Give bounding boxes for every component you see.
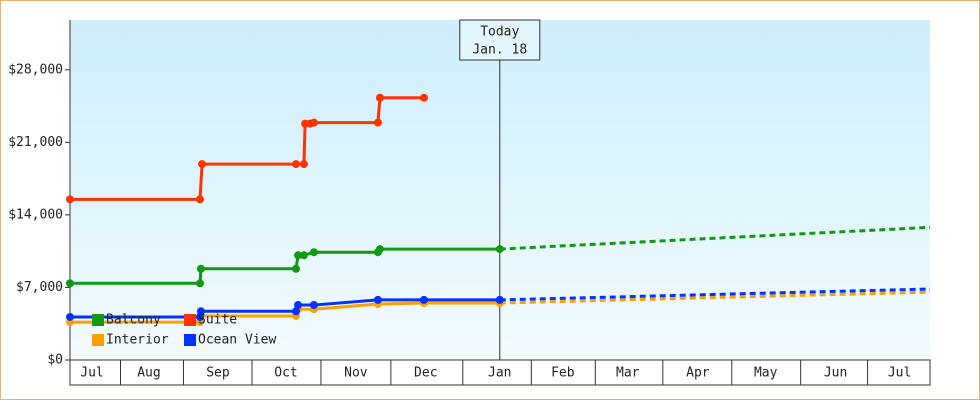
x-tick-label: Sep (206, 366, 230, 381)
legend-label: Suite (198, 313, 237, 328)
point (309, 248, 318, 257)
point (292, 307, 301, 316)
legend-swatch (92, 314, 104, 326)
legend-label: Balcony (106, 313, 161, 328)
x-tick-label: Jul (80, 366, 103, 381)
x-tick-label: Jul (888, 366, 911, 381)
y-tick-label: $14,000 (8, 207, 63, 222)
point (292, 264, 301, 273)
point (294, 251, 303, 260)
point (66, 195, 74, 204)
x-tick-label: Nov (344, 366, 368, 381)
legend-swatch (184, 334, 196, 346)
point (495, 295, 504, 304)
x-tick-label: Jun (824, 366, 847, 381)
y-tick-label: $0 (47, 353, 63, 368)
point (66, 312, 74, 321)
x-tick-label: May (754, 366, 778, 381)
point (419, 93, 428, 102)
today-box (459, 19, 541, 61)
point (196, 307, 205, 316)
x-tick-label: Aug (137, 366, 160, 381)
point (309, 301, 318, 310)
point (309, 118, 318, 127)
x-tick-label: Mar (616, 366, 640, 381)
point (294, 301, 303, 310)
point (375, 93, 384, 102)
point (66, 279, 74, 288)
x-tick-label: Feb (551, 366, 575, 381)
y-tick-label: $21,000 (8, 135, 63, 150)
point (198, 160, 207, 169)
forecast-line (499, 225, 931, 251)
x-tick-label: Oct (274, 366, 297, 381)
point (292, 160, 301, 169)
forecast-line (499, 287, 931, 302)
x-tick-label: Dec (414, 366, 437, 381)
legend-swatch (92, 334, 104, 346)
point (373, 118, 382, 127)
legend-label: Ocean View (198, 333, 276, 348)
legend-label: Interior (106, 333, 169, 348)
y-tick-label: $28,000 (8, 62, 63, 77)
point (196, 195, 205, 204)
point (196, 264, 205, 273)
x-tick-label: Jan (488, 366, 511, 381)
point (299, 251, 308, 260)
y-tick-label: $7,000 (16, 280, 63, 295)
point (373, 295, 382, 304)
point (299, 160, 308, 169)
today-label: Today (480, 25, 519, 40)
point (495, 245, 504, 254)
forecast-line (499, 290, 931, 305)
today-label: Jan. 18 (472, 43, 527, 58)
legend-swatch (184, 314, 196, 326)
point (375, 245, 384, 254)
point (419, 295, 428, 304)
point (196, 279, 205, 288)
x-tick-label: Apr (686, 366, 710, 381)
